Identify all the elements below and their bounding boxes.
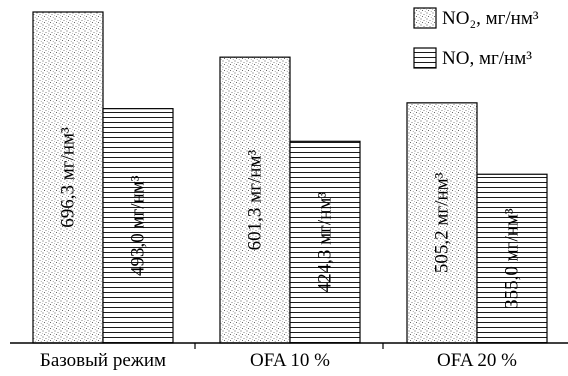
bar-value-label: 424,3 мг/нм³ (315, 192, 336, 293)
bar-no2-3 (406, 102, 478, 344)
bar-labels-group: 696,3 мг/нм³ 493,0 мг/нм³ 601,3 мг/нм³ 424,… (58, 127, 523, 309)
bar-no-2 (289, 140, 361, 344)
legend-label-no2: NO₂, мг/нм³ (442, 8, 539, 29)
x-axis: Базовый режим OFA 10 % OFA 20 % (10, 342, 568, 371)
legend-label-no: NO, мг/нм³ (442, 48, 532, 69)
bar-no-3 (476, 173, 548, 344)
x-tick-label: OFA 20 % (437, 350, 517, 371)
legend-swatch-no (413, 47, 437, 69)
bar-no-1 (102, 108, 174, 344)
bars-group (32, 11, 548, 344)
x-tick-label: OFA 10 % (250, 350, 330, 371)
legend-swatch-no2 (413, 7, 437, 29)
legend: NO₂, мг/нм³ NO, мг/нм³ (413, 7, 539, 69)
bar-no2-1 (32, 11, 104, 344)
x-tick-label: Базовый режим (40, 350, 166, 371)
bar-value-label: 505,2 мг/нм³ (432, 172, 453, 273)
bar-value-label: 355,0 мг/нм³ (502, 208, 523, 309)
bar-value-label: 493,0 мг/нм³ (128, 175, 149, 276)
bar-no2-2 (219, 56, 291, 344)
bar-value-label: 601,3 мг/нм³ (245, 150, 266, 251)
bar-value-label: 696,3 мг/нм³ (58, 127, 79, 228)
